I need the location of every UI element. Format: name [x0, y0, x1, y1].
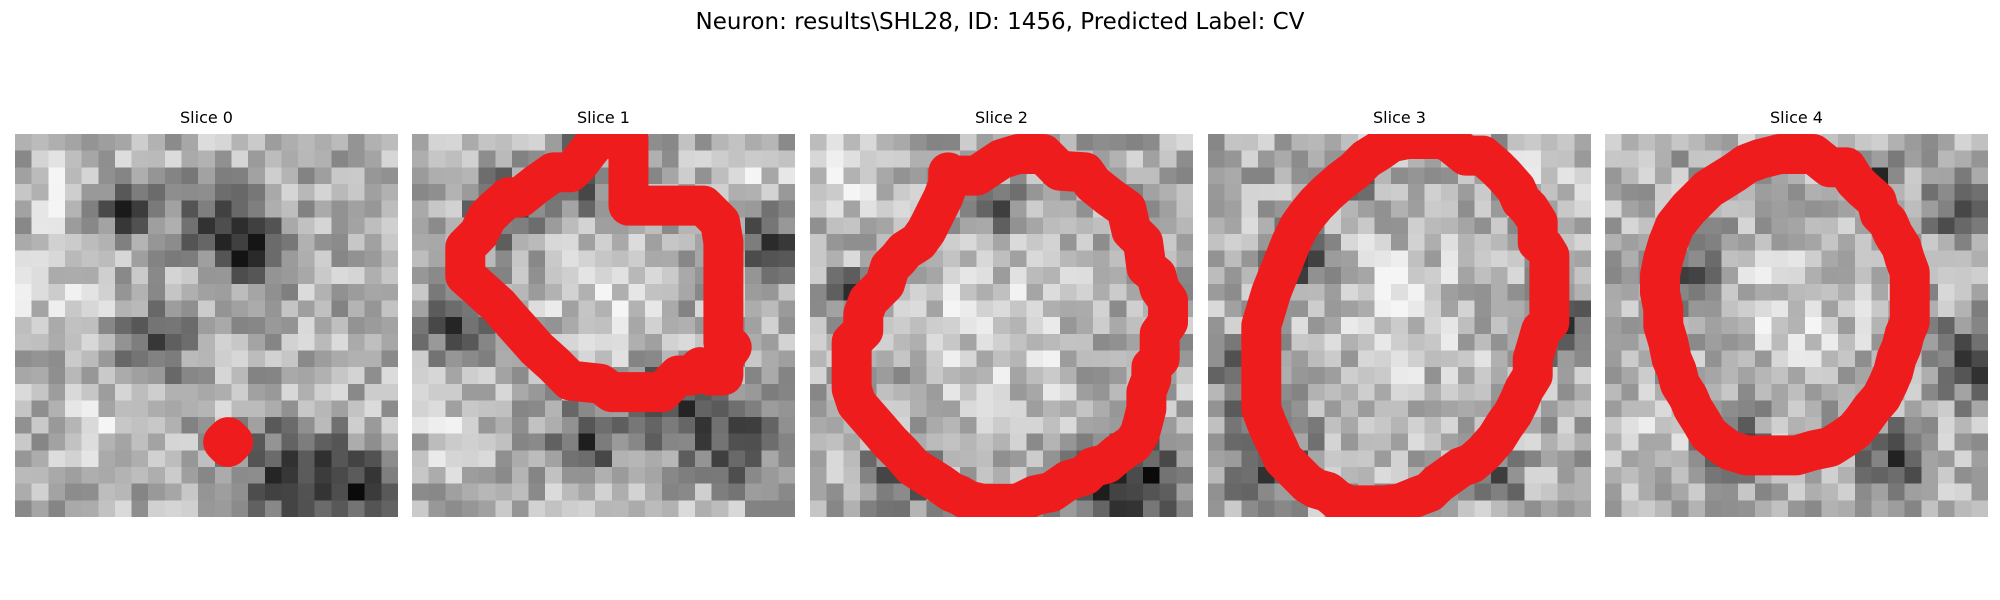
slice-image — [15, 134, 398, 517]
slice-panel: Slice 0 — [15, 108, 398, 517]
contour-overlay — [831, 134, 1189, 517]
contour-overlay — [203, 417, 254, 468]
slice-title: Slice 1 — [577, 108, 630, 127]
roi-contour — [831, 134, 1189, 517]
contour-overlay — [1241, 134, 1570, 517]
slice-title: Slice 3 — [1373, 108, 1426, 127]
grayscale-micrograph — [15, 134, 398, 517]
slice-panel: Slice 1 — [412, 108, 795, 517]
slice-title: Slice 4 — [1770, 108, 1823, 127]
figure-title: Neuron: results\SHL28, ID: 1456, Predict… — [695, 9, 1305, 35]
slice-image — [1605, 134, 1988, 517]
slice-title: Slice 2 — [975, 108, 1028, 127]
slice-panel: Slice 3 — [1208, 108, 1591, 517]
slice-image — [1208, 134, 1591, 517]
slice-title: Slice 0 — [180, 108, 233, 127]
roi-contour — [1639, 134, 1930, 476]
contour-overlay — [445, 134, 752, 413]
slice-panel: Slice 4 — [1605, 108, 1988, 517]
roi-contour — [445, 134, 752, 413]
slice-panel: Slice 2 — [810, 108, 1193, 517]
roi-contour — [203, 417, 254, 468]
contour-overlay — [1639, 134, 1930, 476]
slice-image — [810, 134, 1193, 517]
slice-image — [412, 134, 795, 517]
roi-contour — [1241, 134, 1570, 517]
